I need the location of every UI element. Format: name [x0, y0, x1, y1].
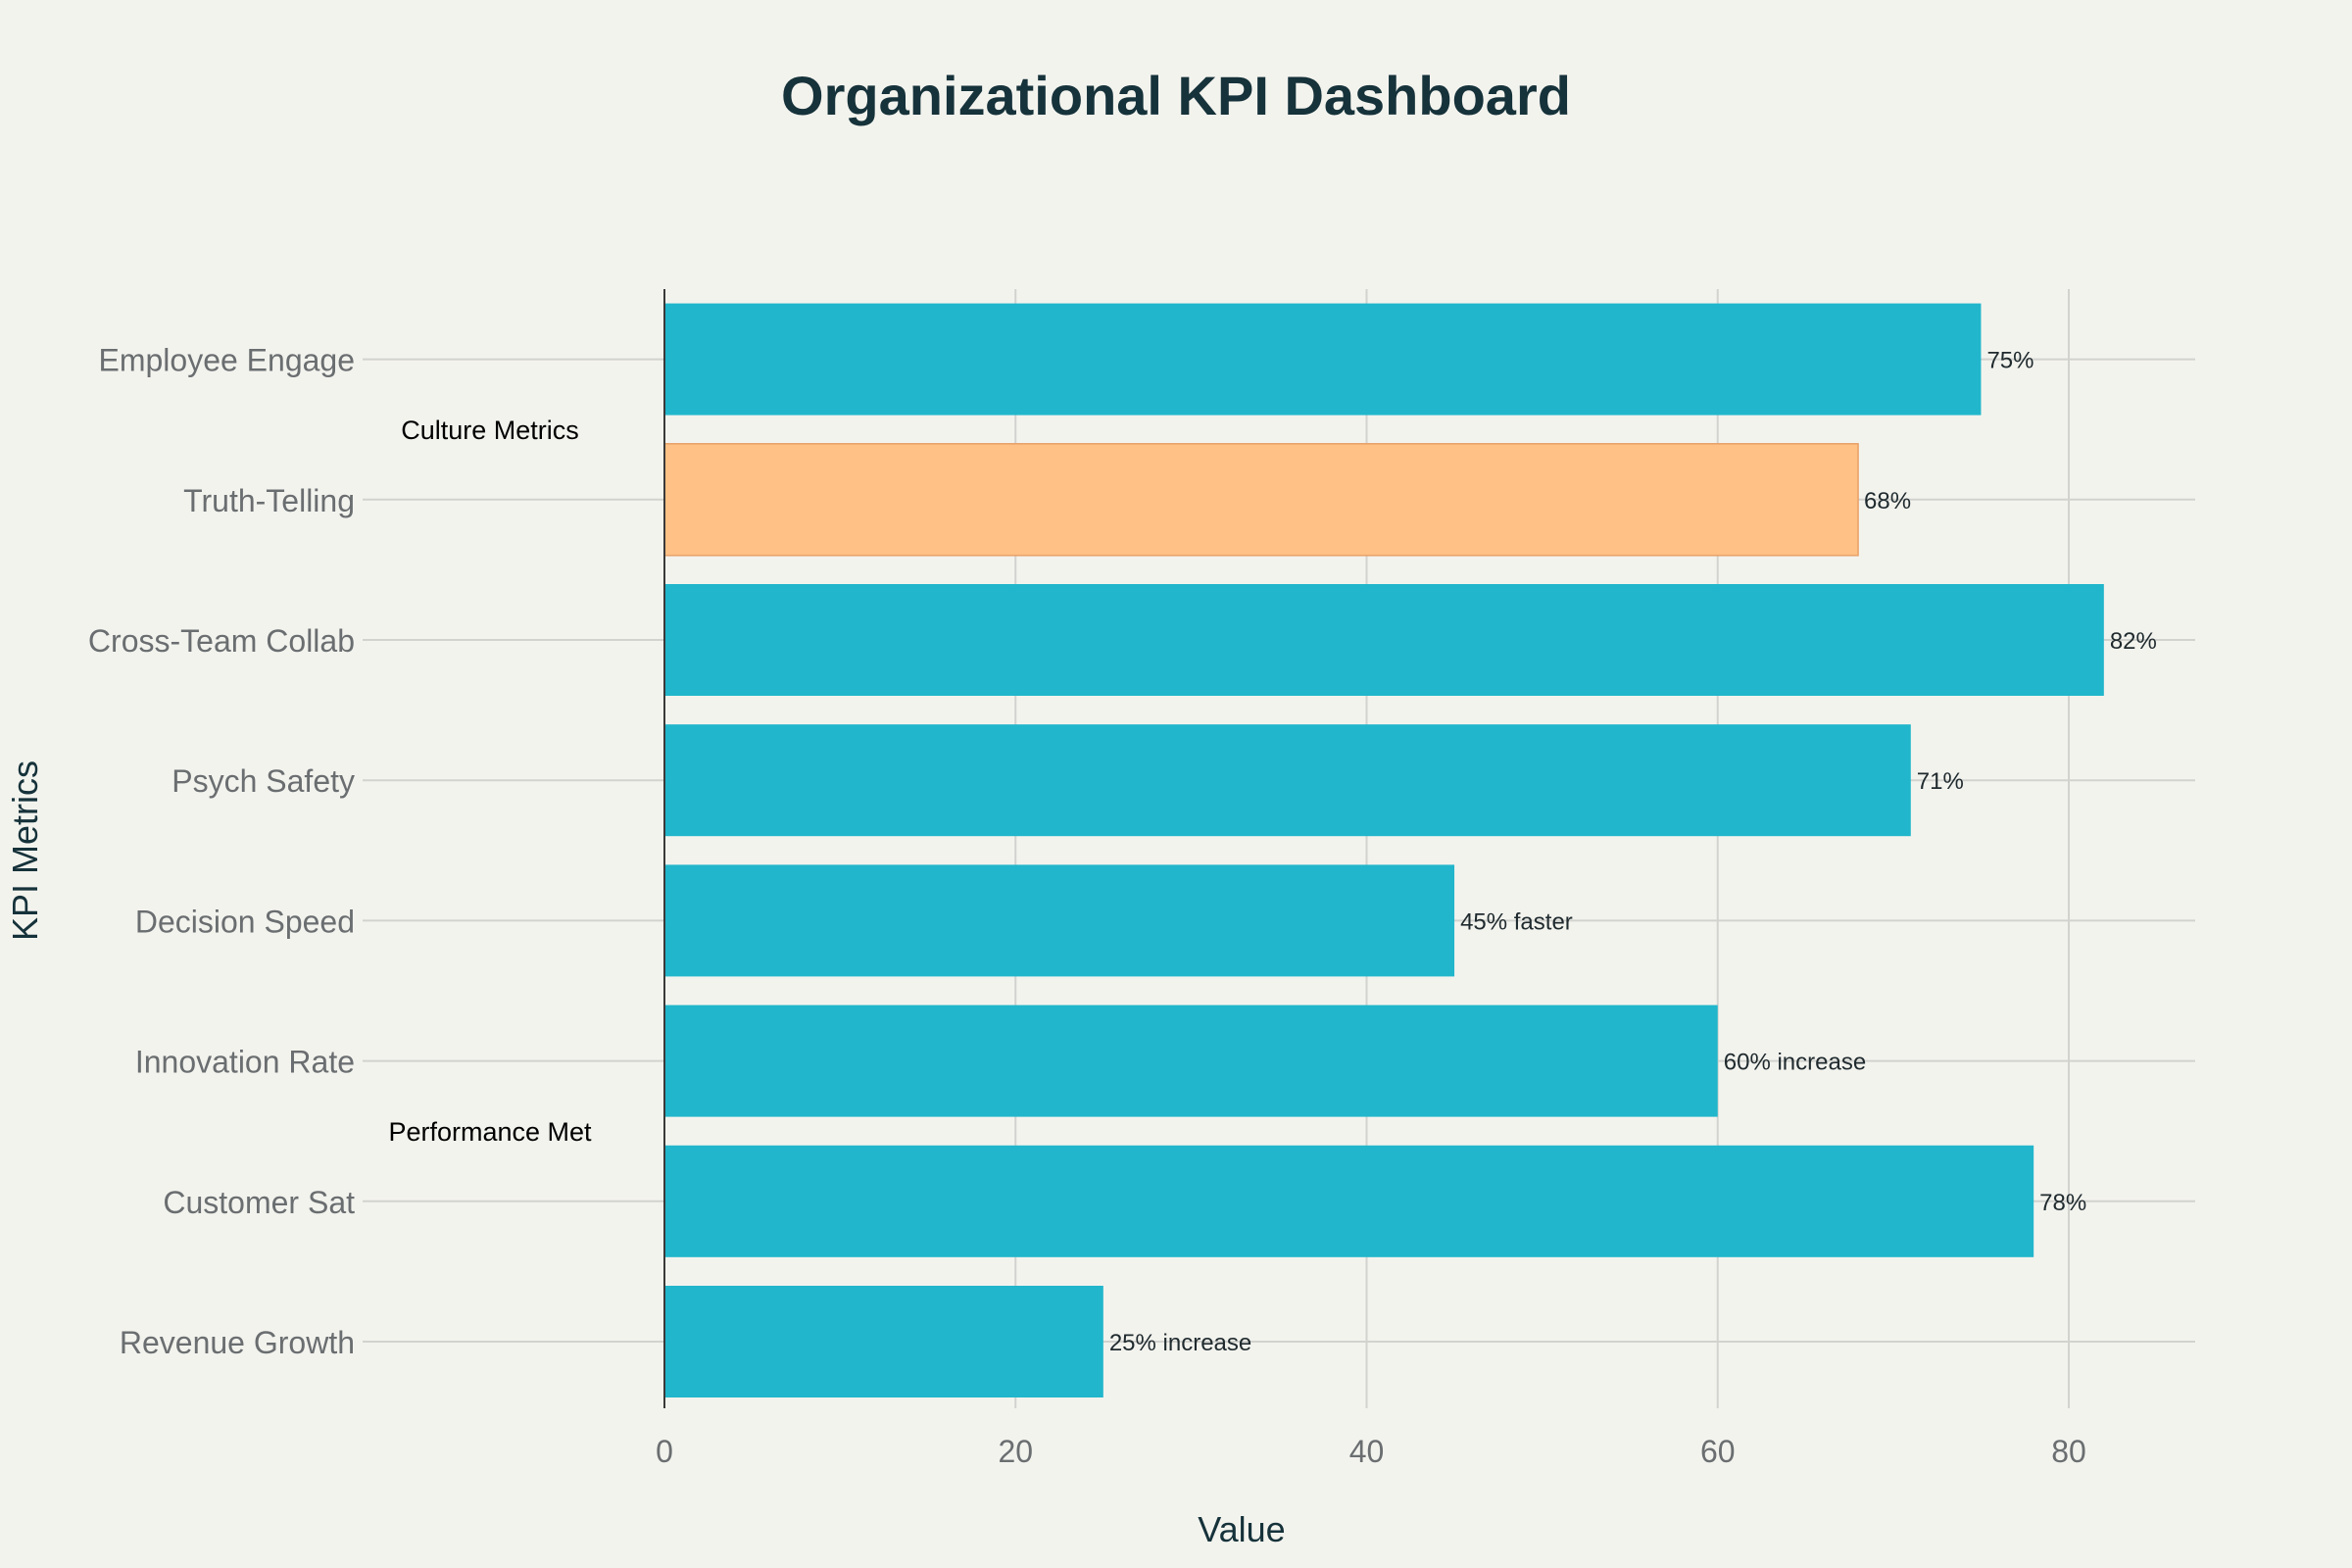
x-tick-label: 0 — [656, 1434, 673, 1469]
annotation-label: Performance Met — [388, 1117, 592, 1147]
data-label: 60% increase — [1724, 1050, 1866, 1076]
bars-group — [663, 303, 2104, 1397]
x-tick-label: 20 — [998, 1434, 1033, 1469]
data-label: 82% — [2110, 628, 2157, 655]
bar — [664, 303, 1982, 416]
category-labels: Employee Engage Truth-Telling Cross-Team C… — [88, 343, 355, 1360]
y-tick-label: Psych Safety — [172, 763, 355, 799]
x-tick-label: 40 — [1349, 1434, 1385, 1469]
y-axis-title: KPI Metrics — [5, 760, 45, 941]
y-tick-label: Decision Speed — [135, 904, 355, 939]
y-tick-label: Truth-Telling — [183, 483, 355, 518]
data-label: 78% — [2039, 1190, 2086, 1216]
annotation-label: Culture Metrics — [401, 416, 579, 445]
bar — [664, 584, 2104, 696]
bar — [664, 1145, 2034, 1257]
data-label: 71% — [1917, 768, 1964, 795]
bar — [664, 1004, 1718, 1117]
bar — [664, 864, 1455, 977]
x-tick-label: 80 — [2051, 1434, 2086, 1469]
y-tick-label: Revenue Growth — [120, 1325, 355, 1360]
y-tick-label: Cross-Team Collab — [88, 623, 355, 659]
y-tick-label: Innovation Rate — [135, 1045, 355, 1080]
data-label: 45% faster — [1460, 908, 1573, 935]
x-axis-title: Value — [1198, 1509, 1285, 1549]
data-label: 68% — [1864, 488, 1911, 514]
annotations: Culture Metrics Performance Met — [388, 416, 592, 1147]
bar — [664, 1286, 1103, 1397]
chart-title: Organizational KPI Dashboard — [781, 65, 1571, 126]
x-tick-labels: 0 20 40 60 80 — [656, 1434, 2086, 1469]
data-labels: 75% 68% 82% 71% 45% faster 60% increase 78% 25%… — [1109, 348, 2157, 1356]
bar — [663, 443, 1859, 557]
bar — [664, 724, 1911, 837]
data-label: 75% — [1986, 348, 2034, 374]
y-tick-label: Customer Sat — [163, 1185, 355, 1220]
data-label: 25% increase — [1109, 1330, 1251, 1356]
x-tick-label: 60 — [1700, 1434, 1736, 1469]
y-tick-label: Employee Engage — [98, 343, 355, 378]
